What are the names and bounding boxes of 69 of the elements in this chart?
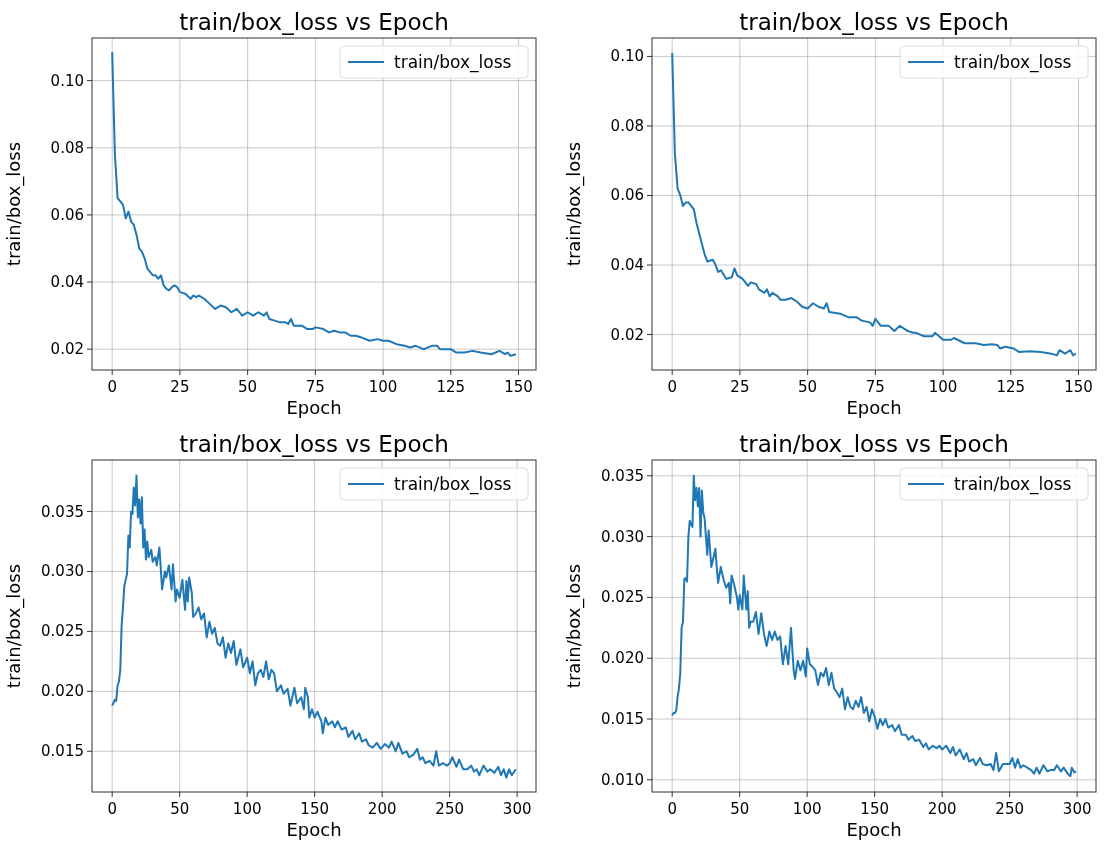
line-series xyxy=(111,474,517,779)
y-tick-label: 0.030 xyxy=(41,562,84,581)
y-axis-title: train/box_loss xyxy=(563,141,585,267)
legend-label: train/box_loss xyxy=(954,52,1072,73)
y-tick-label: 0.015 xyxy=(601,710,644,729)
x-tick-label: 150 xyxy=(860,800,889,818)
legend-label: train/box_loss xyxy=(954,474,1072,495)
y-tick-label: 0.10 xyxy=(610,47,644,66)
x-tick-label: 250 xyxy=(435,800,464,818)
x-tick-label: 75 xyxy=(865,378,885,396)
y-tick-label: 0.08 xyxy=(610,116,644,135)
x-tick-label: 125 xyxy=(996,378,1026,396)
y-axis-title: train/box_loss xyxy=(3,141,25,267)
x-tick-label: 125 xyxy=(436,378,466,396)
x-tick-label: 50 xyxy=(798,378,818,396)
y-tick-label: 0.030 xyxy=(601,527,644,546)
y-tick-label: 0.08 xyxy=(50,138,84,157)
x-tick-label: 50 xyxy=(170,800,190,818)
x-tick-label: 0 xyxy=(667,378,677,396)
x-axis-title: Epoch xyxy=(846,819,902,840)
y-tick-label: 0.025 xyxy=(41,622,84,641)
x-tick-label: 50 xyxy=(238,378,258,396)
x-tick-label: 100 xyxy=(792,800,822,818)
x-tick-label: 25 xyxy=(170,378,190,396)
x-tick-label: 200 xyxy=(367,800,397,818)
x-tick-label: 0 xyxy=(107,800,117,818)
x-tick-label: 150 xyxy=(504,378,533,396)
line-series xyxy=(111,51,517,357)
x-axis-title: Epoch xyxy=(846,397,902,418)
chart-title: train/box_loss vs Epoch xyxy=(179,431,449,457)
x-tick-label: 0 xyxy=(107,378,117,396)
line-series xyxy=(671,51,1077,357)
x-axis-title: Epoch xyxy=(286,397,342,418)
chart-title: train/box_loss vs Epoch xyxy=(739,9,1009,35)
y-axis-title: train/box_loss xyxy=(3,563,25,689)
x-tick-label: 100 xyxy=(928,378,958,396)
legend-label: train/box_loss xyxy=(394,474,512,495)
y-tick-label: 0.015 xyxy=(41,742,84,761)
x-tick-label: 300 xyxy=(1062,800,1092,818)
y-tick-label: 0.10 xyxy=(50,71,84,90)
x-axis-title: Epoch xyxy=(286,819,342,840)
x-tick-label: 250 xyxy=(995,800,1024,818)
y-axis-title: train/box_loss xyxy=(563,563,585,689)
y-tick-label: 0.025 xyxy=(601,588,644,607)
x-tick-label: 0 xyxy=(667,800,677,818)
y-tick-label: 0.04 xyxy=(610,256,644,275)
x-tick-label: 300 xyxy=(502,800,532,818)
x-tick-label: 75 xyxy=(305,378,325,396)
y-tick-label: 0.010 xyxy=(601,770,644,789)
x-tick-label: 25 xyxy=(730,378,750,396)
x-tick-label: 200 xyxy=(927,800,957,818)
x-tick-label: 150 xyxy=(300,800,329,818)
chart-title: train/box_loss vs Epoch xyxy=(179,9,449,35)
x-tick-label: 100 xyxy=(368,378,398,396)
x-tick-label: 150 xyxy=(1064,378,1093,396)
y-tick-label: 0.06 xyxy=(610,186,644,205)
line-series xyxy=(671,474,1077,778)
y-tick-label: 0.035 xyxy=(601,466,644,485)
y-tick-label: 0.04 xyxy=(50,273,84,292)
legend-label: train/box_loss xyxy=(394,52,512,73)
y-tick-label: 0.06 xyxy=(50,205,84,224)
y-tick-label: 0.020 xyxy=(601,649,644,668)
y-tick-label: 0.02 xyxy=(610,325,644,344)
y-tick-label: 0.020 xyxy=(41,682,84,701)
x-tick-label: 100 xyxy=(232,800,262,818)
y-tick-label: 0.035 xyxy=(41,502,84,521)
y-tick-label: 0.02 xyxy=(50,340,84,359)
chart-title: train/box_loss vs Epoch xyxy=(739,431,1009,457)
x-tick-label: 50 xyxy=(730,800,750,818)
